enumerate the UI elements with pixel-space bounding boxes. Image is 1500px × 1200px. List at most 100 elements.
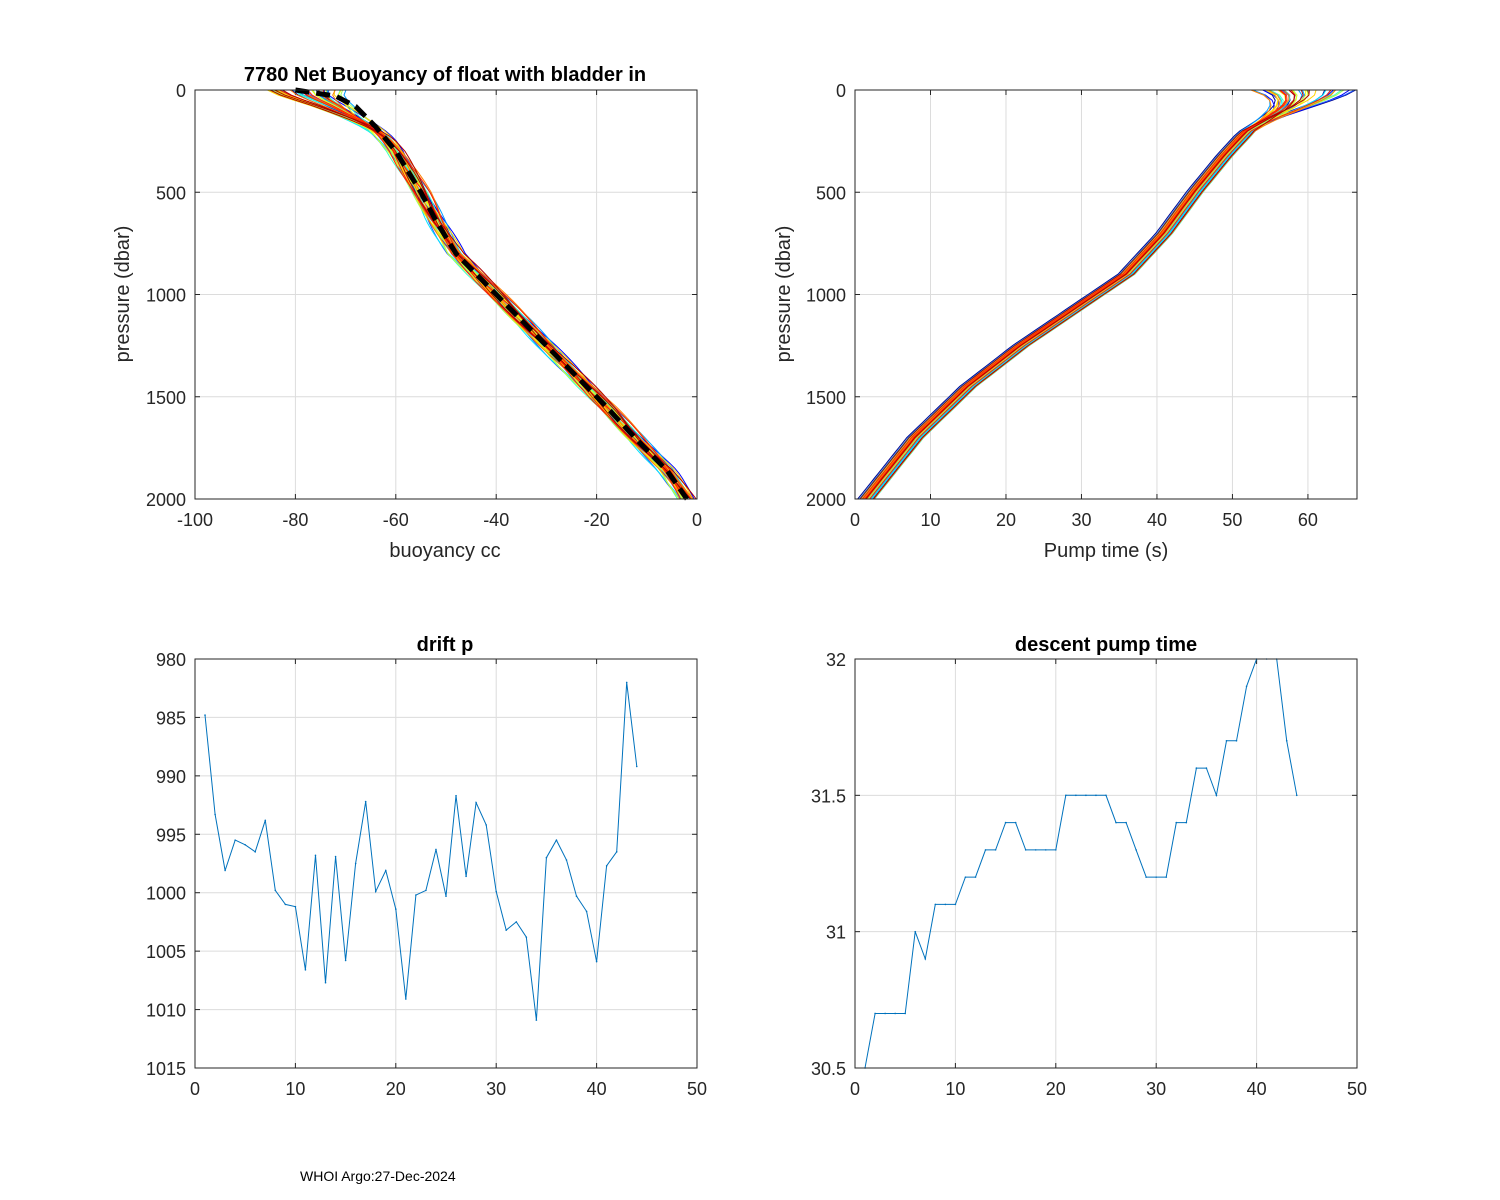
data-point <box>1065 794 1067 797</box>
x-tick-label: 20 <box>1046 1079 1066 1099</box>
data-point <box>1105 794 1107 797</box>
data-point <box>445 895 447 898</box>
x-tick-label: 30 <box>1071 510 1091 530</box>
chart-title: descent pump time <box>1015 634 1197 656</box>
data-point <box>465 875 467 878</box>
x-tick-label: 40 <box>1247 1079 1267 1099</box>
profile-line <box>861 90 1287 499</box>
x-tick-label: -20 <box>584 510 610 530</box>
axes-buoyancy: -100 -80 -60 -40 -20 0 0 500 1000 1500 2000 <box>146 81 702 530</box>
data-point <box>324 981 327 984</box>
y-tick-label: 31 <box>826 923 846 943</box>
plot-area <box>855 659 1357 1068</box>
data-point <box>485 824 487 826</box>
chart-title: 7780 Net Buoyancy of float with bladder … <box>244 64 646 86</box>
data-point <box>1145 876 1147 878</box>
x-tick-label: 50 <box>1222 510 1242 530</box>
data-point <box>924 958 927 960</box>
x-tick-label: 50 <box>687 1079 707 1099</box>
profile-line <box>869 90 1332 499</box>
profile-ensemble <box>857 90 1356 499</box>
data-point <box>425 889 427 892</box>
plot-area <box>195 659 697 1068</box>
x-tick-label: -80 <box>282 510 308 530</box>
data-point <box>635 765 638 768</box>
plot-frame <box>854 89 1358 500</box>
axes-pumptime: 0 10 20 30 40 50 60 0 500 1000 1500 2000 <box>806 81 1358 530</box>
data-point <box>1085 794 1087 797</box>
y-tick-label: 2000 <box>806 490 846 510</box>
data-point <box>294 905 297 908</box>
y-tick-label: 1000 <box>146 286 186 306</box>
data-point <box>495 890 498 893</box>
data-point <box>314 854 317 857</box>
data-point <box>214 813 216 816</box>
data-point <box>1135 849 1137 851</box>
x-tick-label: 0 <box>190 1079 200 1099</box>
data-point <box>1165 876 1168 878</box>
data-point <box>254 851 257 853</box>
data-point <box>264 819 267 822</box>
data-point <box>565 859 568 861</box>
data-point <box>395 908 397 910</box>
data-point <box>204 714 206 716</box>
data-point <box>415 894 417 896</box>
data-point <box>1195 767 1198 769</box>
panel-pumptime: Pump time (s) pressure (dbar) <box>773 226 1168 562</box>
data-point <box>1245 685 1248 688</box>
data-point <box>1205 767 1208 769</box>
data-point <box>1044 849 1047 851</box>
data-point <box>1115 821 1117 824</box>
y-axis-label: pressure (dbar) <box>112 226 134 363</box>
x-tick-label: 10 <box>945 1079 965 1099</box>
data-point <box>304 969 307 971</box>
data-point <box>1285 740 1288 742</box>
data-point <box>274 889 277 892</box>
data-point <box>1225 740 1228 742</box>
data-point <box>974 876 977 878</box>
y-tick-label: 1005 <box>146 942 186 962</box>
data-point <box>224 869 226 872</box>
data-point <box>475 801 477 804</box>
data-point <box>525 936 528 938</box>
plot-frame <box>194 89 698 500</box>
y-tick-label: 1000 <box>146 884 186 904</box>
data-point <box>1024 849 1027 851</box>
data-point <box>1155 876 1157 878</box>
data-point <box>625 681 628 684</box>
data-point <box>1175 821 1178 824</box>
data-point <box>1075 794 1077 797</box>
data-point <box>535 1019 538 1021</box>
x-tick-label: -40 <box>483 510 509 530</box>
x-tick-label: 40 <box>587 1079 607 1099</box>
data-point <box>1185 821 1188 824</box>
data-point <box>244 844 246 846</box>
profile-line <box>866 90 1281 499</box>
y-tick-label: 2000 <box>146 490 186 510</box>
data-point <box>374 890 377 893</box>
data-point <box>994 849 997 851</box>
plot-frame <box>854 658 1358 1069</box>
x-tick-label: 30 <box>486 1079 506 1099</box>
data-point <box>384 869 387 872</box>
data-point <box>284 903 287 906</box>
data-point <box>1235 740 1238 742</box>
profile-line <box>867 90 1298 499</box>
x-tick-label: 10 <box>920 510 940 530</box>
profile-line <box>871 90 1283 499</box>
data-point <box>1095 794 1097 797</box>
profile-line <box>857 90 1276 499</box>
y-tick-label: 0 <box>836 81 846 101</box>
y-tick-label: 1500 <box>806 388 846 408</box>
profile-line <box>274 90 697 499</box>
y-tick-label: 1500 <box>146 388 186 408</box>
data-point <box>354 862 357 865</box>
y-tick-label: 0 <box>176 81 186 101</box>
x-tick-label: 10 <box>285 1079 305 1099</box>
data-point <box>585 910 588 913</box>
data-point <box>515 921 518 923</box>
data-point <box>344 959 347 962</box>
y-tick-label: 1015 <box>146 1059 186 1079</box>
data-point <box>1295 794 1298 797</box>
axes-descentpump: 0 10 20 30 40 50 30.5 31 31.5 32 <box>811 650 1367 1099</box>
